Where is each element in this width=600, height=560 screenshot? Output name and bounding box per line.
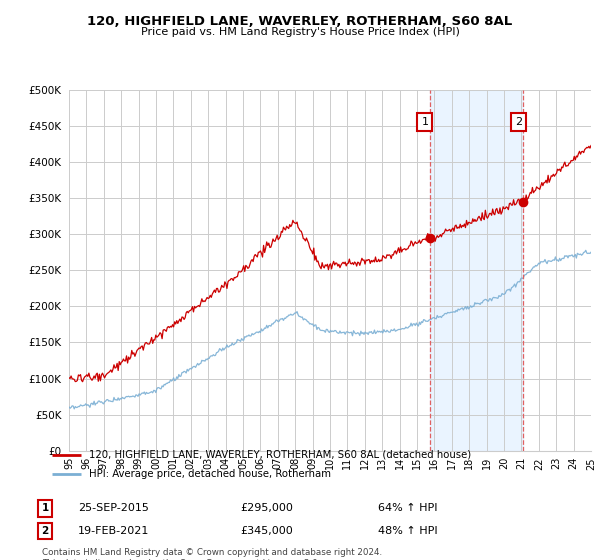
Text: £345,000: £345,000 (240, 526, 293, 536)
Text: £295,000: £295,000 (240, 503, 293, 514)
Bar (430, 90, 523, 451)
Text: 1: 1 (421, 117, 428, 127)
Text: 64% ↑ HPI: 64% ↑ HPI (378, 503, 437, 514)
Text: 19-FEB-2021: 19-FEB-2021 (78, 526, 149, 536)
Text: 2: 2 (41, 526, 49, 536)
Text: Price paid vs. HM Land Registry's House Price Index (HPI): Price paid vs. HM Land Registry's House … (140, 27, 460, 38)
Text: 25-SEP-2015: 25-SEP-2015 (78, 503, 149, 514)
Text: Contains HM Land Registry data © Crown copyright and database right 2024.
This d: Contains HM Land Registry data © Crown c… (42, 548, 382, 560)
Text: 48% ↑ HPI: 48% ↑ HPI (378, 526, 437, 536)
Text: HPI: Average price, detached house, Rotherham: HPI: Average price, detached house, Roth… (89, 469, 331, 478)
Text: 120, HIGHFIELD LANE, WAVERLEY, ROTHERHAM, S60 8AL: 120, HIGHFIELD LANE, WAVERLEY, ROTHERHAM… (88, 15, 512, 28)
Text: 1: 1 (41, 503, 49, 514)
Text: 2: 2 (515, 117, 522, 127)
Text: 120, HIGHFIELD LANE, WAVERLEY, ROTHERHAM, S60 8AL (detached house): 120, HIGHFIELD LANE, WAVERLEY, ROTHERHAM… (89, 450, 471, 460)
